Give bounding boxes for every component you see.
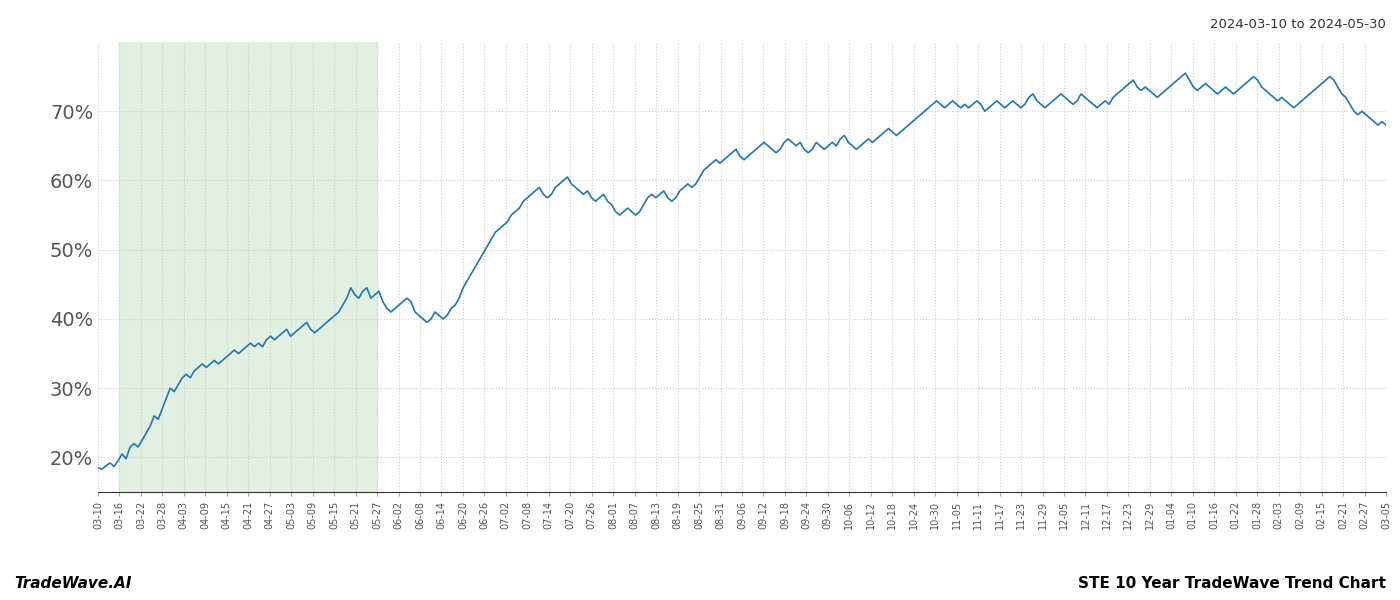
Text: 2024-03-10 to 2024-05-30: 2024-03-10 to 2024-05-30: [1210, 18, 1386, 31]
Text: TradeWave.AI: TradeWave.AI: [14, 576, 132, 591]
Bar: [119, 42, 377, 492]
Text: STE 10 Year TradeWave Trend Chart: STE 10 Year TradeWave Trend Chart: [1078, 576, 1386, 591]
